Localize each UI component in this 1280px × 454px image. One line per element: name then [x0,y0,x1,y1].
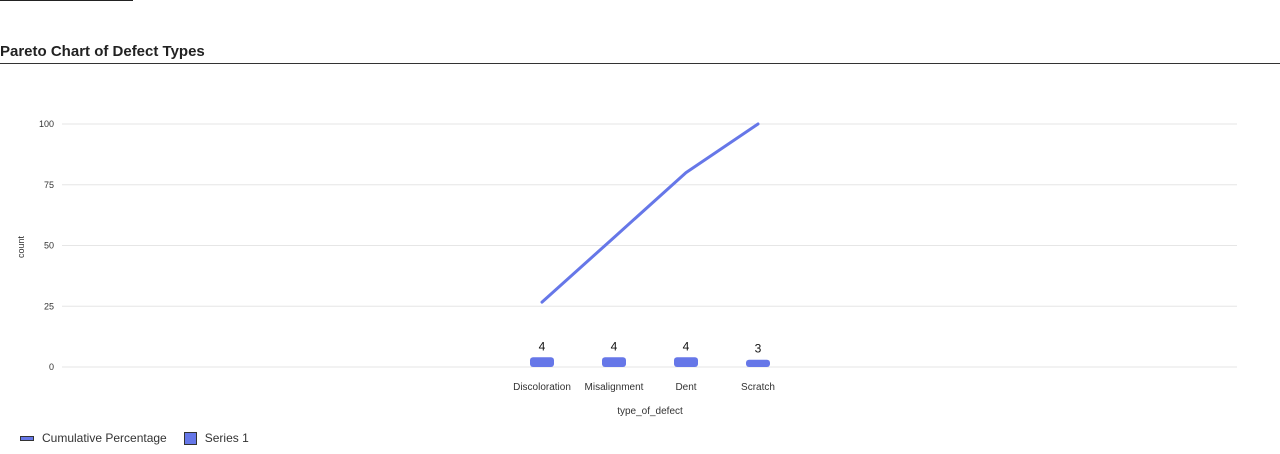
y-tick-50: 50 [44,241,54,251]
cumulative-percentage-series[interactable] [540,122,760,304]
y-tick-labels: 0 25 50 75 100 [39,119,54,372]
y-tick-100: 100 [39,119,54,129]
x-tick-dent: Dent [675,382,696,393]
y-tick-25: 25 [44,301,54,311]
cumulative-percentage-line[interactable] [540,122,760,304]
legend-item-series-1[interactable]: Series 1 [183,431,249,445]
legend-line-swatch [20,435,34,441]
legend-bar-swatch [183,431,197,445]
legend-label-cumulative: Cumulative Percentage [42,431,167,445]
data-label-misalignment: 4 [611,339,618,353]
title-divider [0,63,1280,64]
chart-title: Pareto Chart of Defect Types [0,43,205,60]
data-label-discoloration: 4 [539,339,546,353]
data-label-dent: 4 [683,339,690,353]
bar-scratch[interactable] [746,359,770,367]
bar-dent[interactable] [674,357,698,367]
top-rule [0,0,133,1]
x-tick-labels: Discoloration Misalignment Dent Scratch [513,382,775,393]
x-tick-discoloration: Discoloration [513,382,571,393]
bar-misalignment[interactable] [602,357,626,367]
bar-data-labels: 4 4 4 3 [539,339,762,355]
series-1-bars[interactable] [530,357,770,367]
x-tick-scratch: Scratch [741,382,775,393]
data-label-scratch: 3 [755,342,762,356]
gridlines [62,123,1237,368]
x-axis-label: type_of_defect [617,406,683,417]
legend: Cumulative Percentage Series 1 [20,431,266,445]
y-axis-label: count [16,235,26,258]
x-tick-misalignment: Misalignment [585,382,644,393]
legend-item-cumulative[interactable]: Cumulative Percentage [20,431,167,445]
y-tick-75: 75 [44,180,54,190]
y-tick-0: 0 [49,362,54,372]
bar-discoloration[interactable] [530,357,554,367]
legend-label-series-1: Series 1 [204,431,249,445]
